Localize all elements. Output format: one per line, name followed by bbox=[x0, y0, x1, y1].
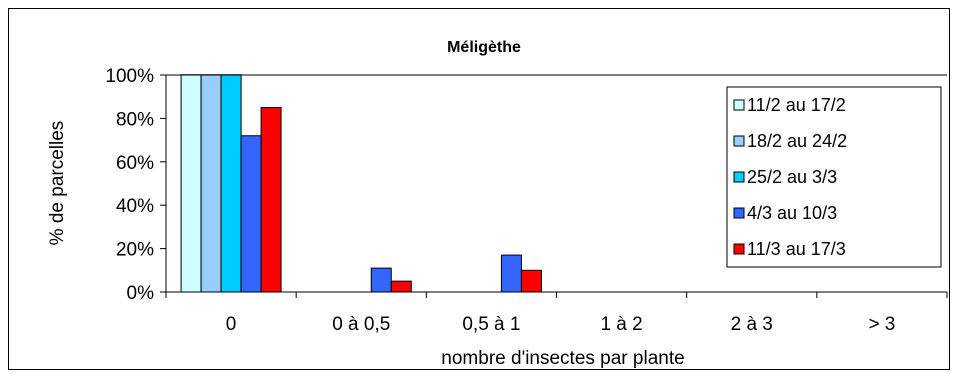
bar bbox=[240, 135, 262, 293]
legend-label: 18/2 au 24/2 bbox=[747, 131, 847, 151]
legend-label: 11/3 au 17/3 bbox=[747, 239, 846, 259]
y-tick-label: 20% bbox=[116, 240, 154, 261]
y-tick-label: 60% bbox=[116, 153, 154, 174]
legend-label: 4/3 au 10/3 bbox=[747, 203, 837, 223]
legend-label: 25/2 au 3/3 bbox=[747, 167, 837, 187]
bars bbox=[180, 74, 542, 293]
bar bbox=[200, 74, 222, 293]
x-tick-label: 0 à 0,5 bbox=[332, 314, 390, 335]
x-tick-label: > 3 bbox=[868, 314, 895, 335]
bar bbox=[260, 107, 282, 293]
x-tick-label: 0,5 à 1 bbox=[462, 314, 520, 335]
legend-box bbox=[726, 86, 942, 268]
legend-swatch bbox=[733, 99, 745, 111]
y-axis-label: % de parcelles bbox=[47, 121, 68, 246]
x-tick-label: 0 bbox=[226, 314, 237, 335]
bar bbox=[390, 280, 412, 293]
legend-swatch bbox=[733, 171, 745, 183]
legend-swatch bbox=[733, 207, 745, 219]
legend-label: 11/2 au 17/2 bbox=[747, 95, 846, 115]
x-tick-label: 1 à 2 bbox=[600, 314, 642, 335]
legend: 11/2 au 17/2 18/2 au 24/2 25/2 au 3/3 4/3 a… bbox=[726, 86, 942, 268]
y-tick-label: 40% bbox=[116, 196, 154, 217]
y-tick-label: 100% bbox=[105, 66, 154, 87]
y-tick-label: 80% bbox=[116, 109, 154, 130]
axes: 0% 20% 40% 60% 80% 100% 0 0 à 0,5 0,5 à 1 1 à 2 2 … bbox=[105, 66, 948, 335]
legend-swatch bbox=[733, 243, 745, 255]
x-axis-label: nombre d'insectes par plante bbox=[441, 348, 684, 369]
bar bbox=[520, 269, 542, 293]
legend-swatch bbox=[733, 135, 745, 147]
bar bbox=[370, 267, 392, 293]
bar bbox=[180, 74, 202, 293]
x-tick-label: 2 à 3 bbox=[731, 314, 773, 335]
bar bbox=[500, 254, 522, 293]
bar bbox=[220, 74, 242, 293]
chart-title: Méligèthe bbox=[447, 39, 521, 56]
y-tick-label: 0% bbox=[127, 283, 155, 304]
